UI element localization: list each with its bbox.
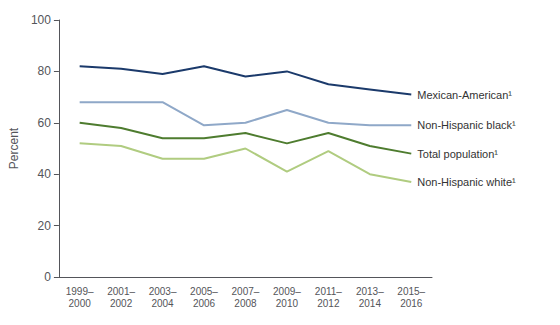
svg-text:2005–: 2005– bbox=[190, 286, 218, 297]
svg-text:2000: 2000 bbox=[69, 298, 92, 309]
svg-text:2001–: 2001– bbox=[107, 286, 135, 297]
svg-text:2007–: 2007– bbox=[232, 286, 260, 297]
svg-text:Percent: Percent bbox=[7, 127, 21, 169]
svg-text:40: 40 bbox=[38, 167, 52, 181]
svg-text:2013–: 2013– bbox=[356, 286, 384, 297]
svg-text:Total population¹: Total population¹ bbox=[417, 148, 498, 160]
svg-text:2011–: 2011– bbox=[315, 286, 343, 297]
svg-text:2009–: 2009– bbox=[273, 286, 301, 297]
svg-text:20: 20 bbox=[38, 219, 52, 233]
svg-text:0: 0 bbox=[44, 270, 51, 284]
svg-text:100: 100 bbox=[31, 13, 51, 27]
svg-text:2002: 2002 bbox=[110, 298, 133, 309]
svg-text:2008: 2008 bbox=[234, 298, 257, 309]
svg-text:Non-Hispanic white¹: Non-Hispanic white¹ bbox=[417, 176, 516, 188]
svg-text:80: 80 bbox=[38, 64, 52, 78]
svg-text:Mexican-American¹: Mexican-American¹ bbox=[417, 89, 512, 101]
svg-text:60: 60 bbox=[38, 116, 52, 130]
svg-text:2004: 2004 bbox=[151, 298, 174, 309]
svg-text:2012: 2012 bbox=[317, 298, 340, 309]
svg-text:2006: 2006 bbox=[193, 298, 216, 309]
svg-text:2016: 2016 bbox=[400, 298, 423, 309]
svg-text:2015–: 2015– bbox=[397, 286, 425, 297]
svg-text:Non-Hispanic black¹: Non-Hispanic black¹ bbox=[417, 119, 516, 131]
svg-text:2010: 2010 bbox=[276, 298, 299, 309]
svg-text:1999–: 1999– bbox=[66, 286, 94, 297]
svg-text:2003–: 2003– bbox=[149, 286, 177, 297]
svg-text:2014: 2014 bbox=[359, 298, 382, 309]
